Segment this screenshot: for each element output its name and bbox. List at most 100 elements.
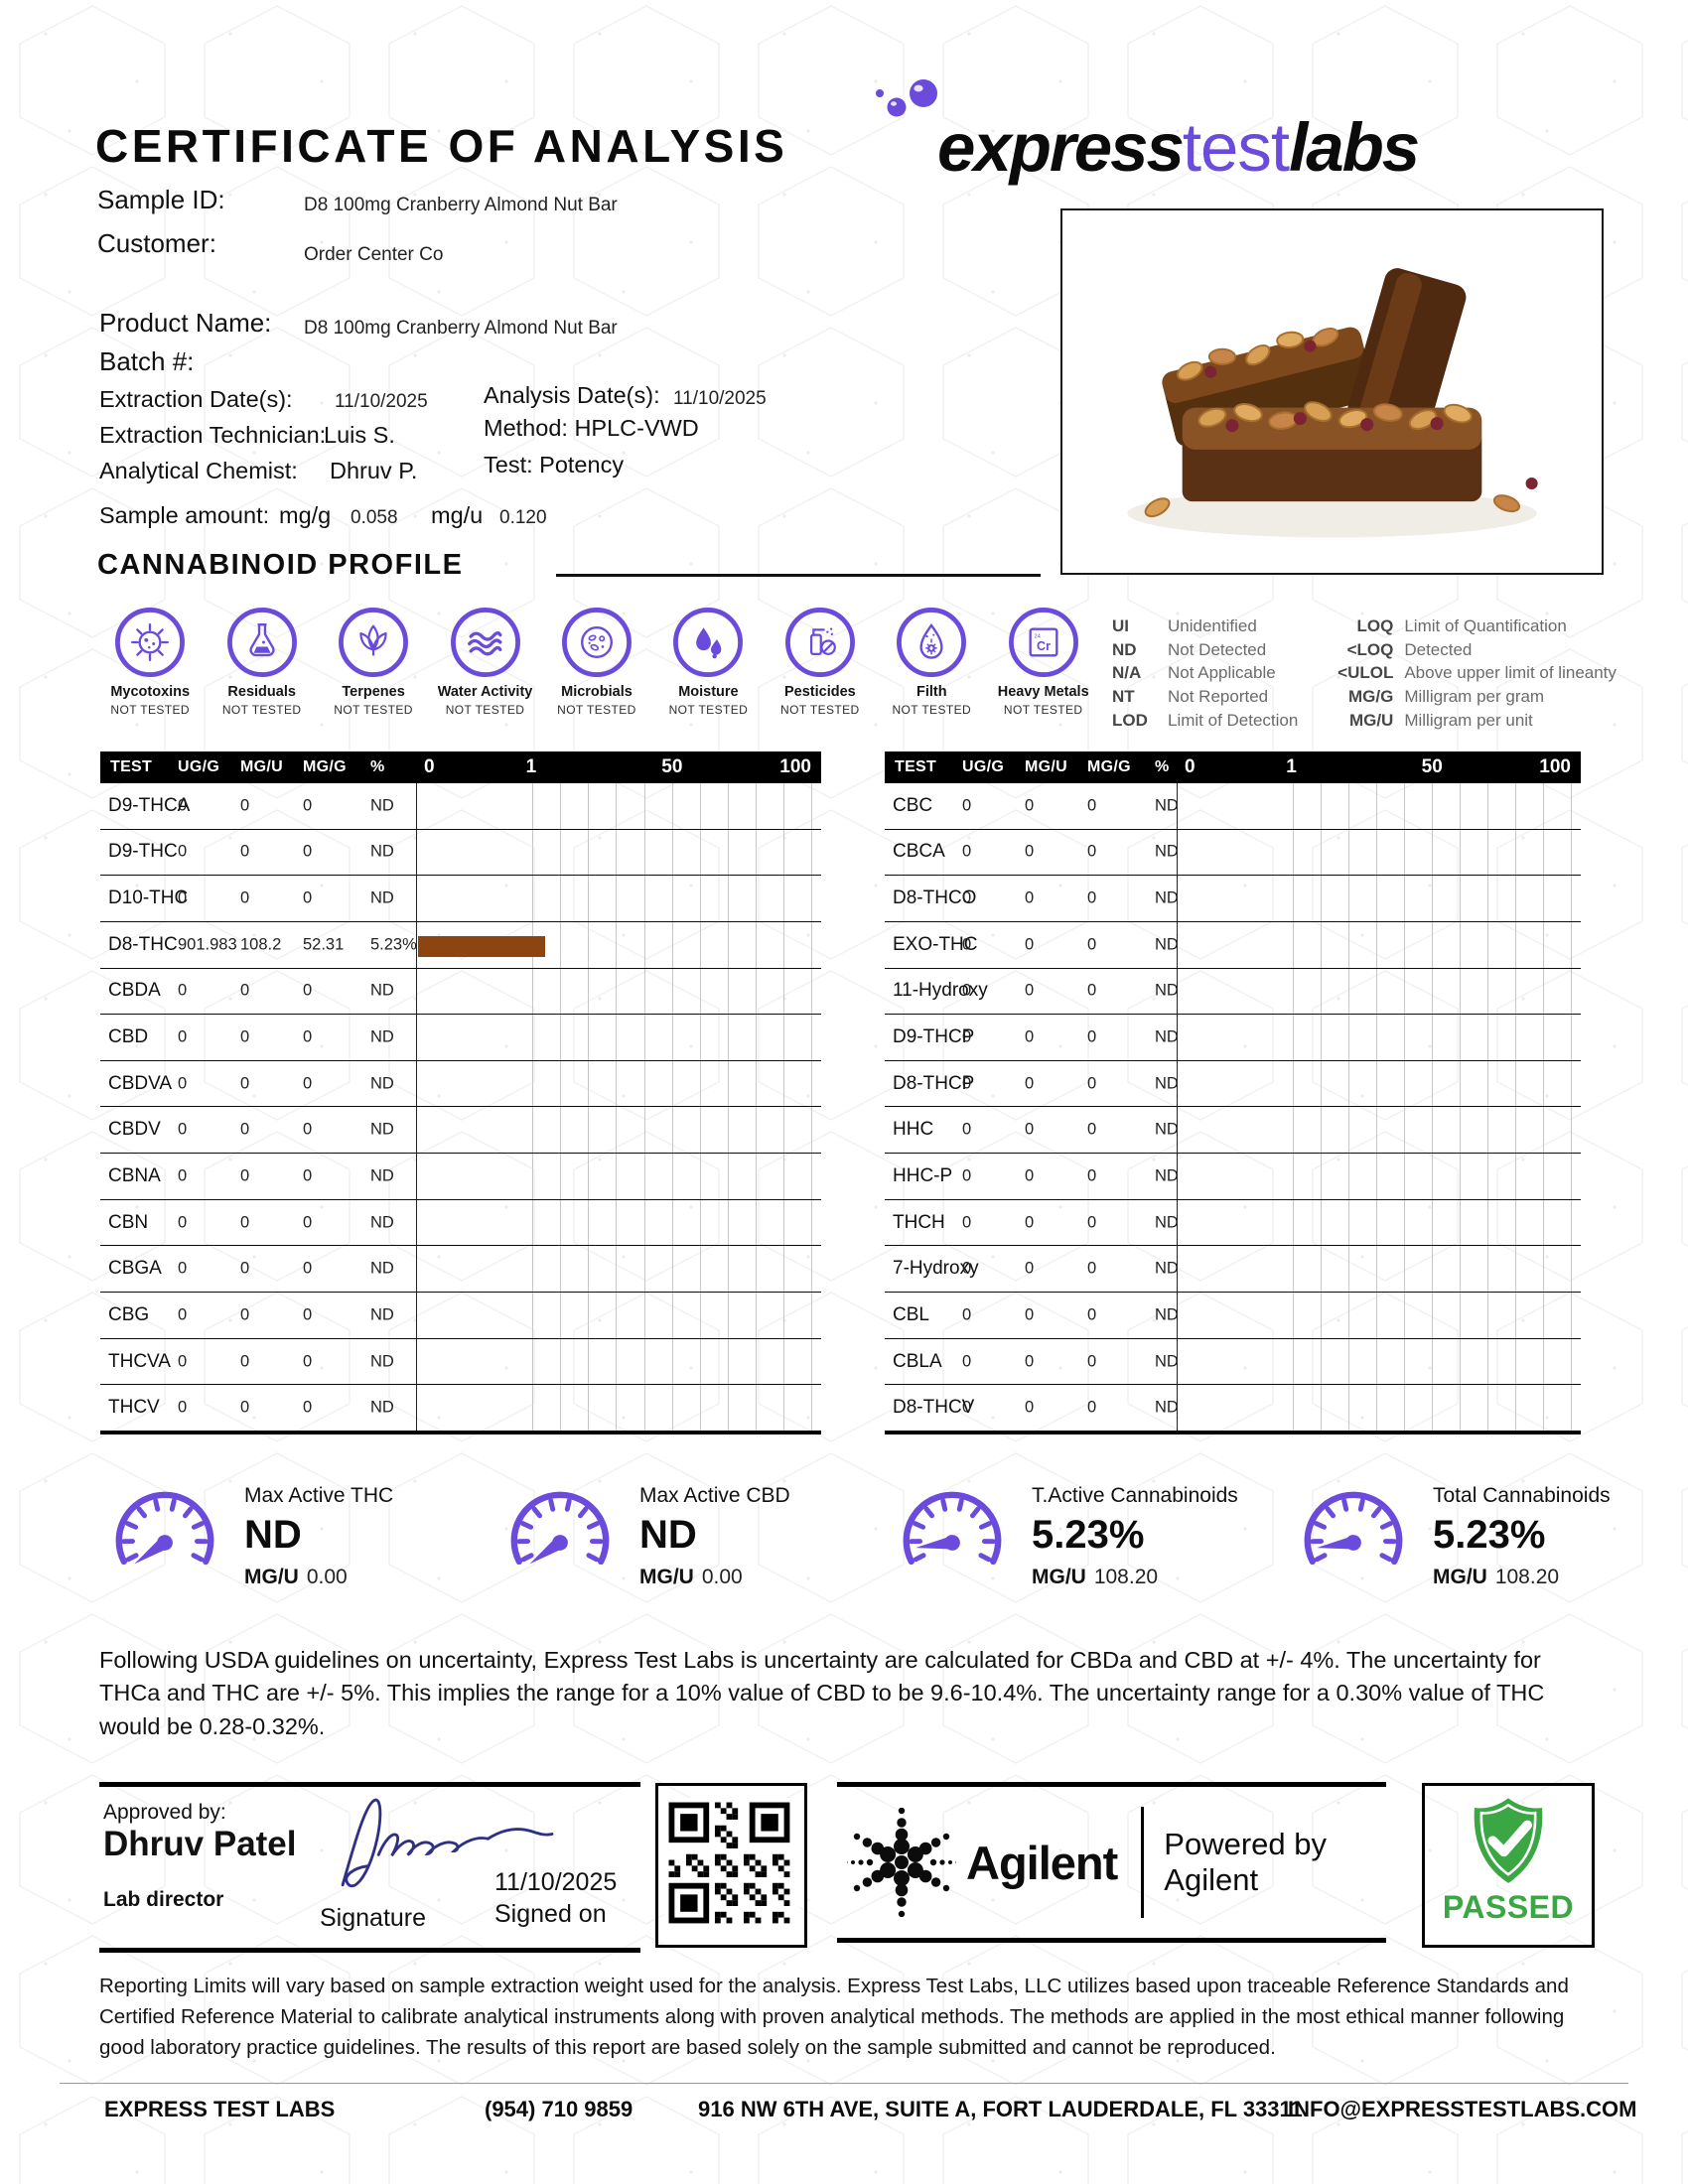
analyte-pct: ND	[370, 1305, 394, 1324]
analyte-mgg: 0	[303, 1213, 313, 1232]
footer-phone: (954) 710 9859	[485, 2097, 633, 2121]
analyte-ugg: 0	[178, 796, 188, 815]
analyte-ugg: 0	[962, 1259, 972, 1278]
analyte-pct: ND	[370, 1259, 394, 1278]
legend-desc: Detected	[1404, 639, 1473, 659]
cannabinoid-table-left: TEST UG/G MG/U MG/G% 0 1 50 100 D9-THCA 0 0 0 ND D9-T…	[100, 751, 821, 1434]
legend-desc: Unidentified	[1168, 615, 1257, 635]
signature-ink	[341, 1798, 554, 1888]
analyte-row: 7-Hydroxy 0 0 0 ND	[885, 1246, 1581, 1294]
analyte-name: HHC	[893, 1119, 934, 1141]
profile-test-label: Pesticides	[783, 684, 856, 700]
gauge-unit-label: MG/U	[639, 1566, 694, 1588]
approver-name: Dhruv Patel	[103, 1825, 297, 1863]
analyte-row: D9-THCP 0 0 0 ND	[885, 1015, 1581, 1061]
potency-bar	[418, 935, 546, 957]
scale-tick-label: 100	[779, 756, 811, 777]
gauge-unit-value: 0.00	[701, 1566, 743, 1588]
analyte-mgg: 52.31	[303, 935, 345, 954]
analyte-ugg: 0	[962, 981, 972, 1000]
analyte-pct: ND	[1155, 935, 1179, 954]
gridline	[616, 783, 618, 1434]
analyte-row: D8-THCV 0 0 0 ND	[885, 1385, 1581, 1434]
analyte-pct: ND	[1155, 1120, 1179, 1139]
gauge-text: T.Active Cannabinoids 5.23% MG/U 108.20	[1032, 1482, 1238, 1599]
analyte-name: CBLA	[893, 1350, 942, 1372]
gridline	[1375, 783, 1377, 1434]
profile-test-status: NOT TESTED	[445, 703, 525, 717]
column-header-pct: %	[1155, 758, 1170, 775]
analyte-ugg: 0	[178, 1259, 188, 1278]
analyte-mgg: 0	[1087, 1398, 1097, 1417]
profile-test-label: Terpenes	[342, 684, 405, 700]
analyte-row: CBN 0 0 0 ND	[100, 1200, 821, 1247]
analyte-mgu: 0	[240, 1259, 250, 1278]
legend-desc: Not Reported	[1168, 687, 1269, 707]
analyte-row: D8-THCP 0 0 0 ND	[885, 1061, 1581, 1108]
analyte-name: CBDVA	[108, 1072, 173, 1094]
analysis-date-label: Analysis Date(s):	[484, 382, 660, 408]
legend-entry: LOD Limit of Detection	[1112, 709, 1298, 733]
profile-test-status: NOT TESTED	[221, 703, 302, 717]
analyte-mgu: 0	[1025, 1074, 1035, 1093]
analytical-chemist-value: Dhruv P.	[330, 458, 418, 483]
analyte-mgg: 0	[1087, 1352, 1097, 1370]
scale-tick-label: 1	[525, 756, 537, 777]
analyte-row: THCVA 0 0 0 ND	[100, 1339, 821, 1386]
analyte-row: EXO-THC 0 0 0 ND	[885, 922, 1581, 969]
profile-test-status: NOT TESTED	[110, 703, 190, 717]
gridline	[1487, 783, 1489, 1434]
analyte-row: CBLA 0 0 0 ND	[885, 1339, 1581, 1386]
analyte-mgg: 0	[303, 1305, 313, 1324]
legend-entry: NT Not Reported	[1112, 685, 1298, 709]
agilent-starburst-icon	[847, 1808, 956, 1917]
gauge-title: T.Active Cannabinoids	[1032, 1484, 1238, 1507]
scale-tick-label: 50	[661, 756, 683, 777]
analyte-pct: ND	[1155, 1305, 1179, 1324]
gridline	[1571, 783, 1573, 1434]
analyte-mgu: 0	[1025, 796, 1035, 815]
extraction-technician-value: Luis S.	[324, 422, 395, 448]
signed-on-label: Signed on	[494, 1900, 607, 1928]
agilent-box: Agilent Powered by Agilent	[837, 1782, 1386, 1943]
footer-company: EXPRESS TEST LABS	[104, 2097, 336, 2121]
analyte-mgu: 0	[1025, 981, 1035, 1000]
analyte-pct: ND	[1155, 1027, 1179, 1046]
legend-desc: Limit of Quantification	[1404, 615, 1567, 635]
terpenes-icon	[339, 608, 409, 677]
legend-abbr: MG/U	[1348, 711, 1394, 731]
svg-text:24: 24	[1034, 634, 1041, 640]
gridline	[756, 783, 758, 1434]
uncertainty-note: Following USDA guidelines on uncertainty…	[99, 1647, 1545, 1739]
bar-plot-area	[416, 783, 821, 1434]
legend-entry: UI Unidentified	[1112, 614, 1298, 638]
analyte-mgg: 0	[1087, 1120, 1097, 1139]
analyte-row: D9-THCA 0 0 0 ND	[100, 783, 821, 830]
gridline	[1403, 783, 1405, 1434]
analyte-ugg: 0	[962, 842, 972, 861]
legend-desc: Not Applicable	[1168, 663, 1276, 683]
column-header-mgg: MG/G	[1087, 758, 1131, 775]
analyte-ugg: 0	[178, 1305, 188, 1324]
analyte-name: D9-THCA	[108, 794, 191, 816]
test-value: Test: Potency	[484, 452, 625, 478]
analyte-ugg: 0	[178, 888, 188, 907]
product-name-value: D8 100mg Cranberry Almond Nut Bar	[304, 318, 618, 339]
analyte-pct: ND	[1155, 888, 1179, 907]
qr-code-icon	[663, 1798, 799, 1933]
gauge-value: ND	[639, 1513, 697, 1557]
analyte-row: CBDV 0 0 0 ND	[100, 1107, 821, 1155]
analyte-row: D8-THCO 0 0 0 ND	[885, 876, 1581, 922]
legend-entry: MG/U Milligram per unit	[1318, 709, 1617, 733]
moisture-icon	[673, 608, 744, 677]
approved-by-label: Approved by:	[103, 1801, 226, 1824]
analyte-name: THCVA	[108, 1350, 171, 1372]
not-tested-item: Terpenes NOT TESTED	[318, 606, 429, 717]
column-header-mgu: MG/U	[240, 758, 283, 775]
analyte-row: CBG 0 0 0 ND	[100, 1293, 821, 1339]
legend-abbr: LOD	[1112, 711, 1148, 731]
analyte-ugg: 0	[962, 796, 972, 815]
analyte-row: THCV 0 0 0 ND	[100, 1385, 821, 1434]
gauge-total-cannabinoids: Total Cannabinoids 5.23% MG/U 108.20	[1288, 1482, 1611, 1599]
column-header-mgg: MG/G	[303, 758, 347, 775]
